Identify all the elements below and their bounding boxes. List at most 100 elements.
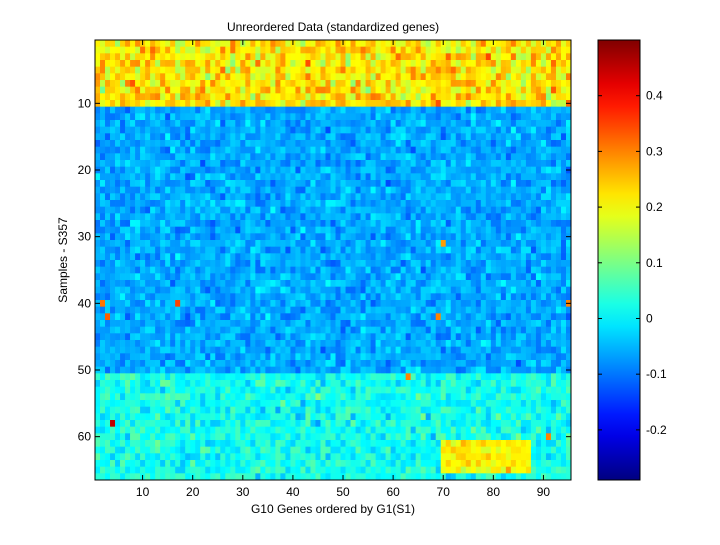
- heatmap-cell: [155, 113, 161, 121]
- heatmap-cell: [345, 146, 351, 154]
- heatmap-cell: [105, 173, 111, 181]
- heatmap-cell: [385, 60, 391, 68]
- heatmap-cell: [310, 353, 316, 361]
- heatmap-cell: [465, 93, 472, 101]
- heatmap-cell: [305, 140, 311, 148]
- heatmap-cell: [400, 280, 406, 288]
- heatmap-cell: [215, 360, 221, 368]
- heatmap-cell: [125, 93, 131, 101]
- heatmap-cell: [565, 260, 572, 268]
- heatmap-cell: [335, 260, 341, 268]
- heatmap-cell: [290, 120, 296, 128]
- heatmap-cell: [345, 166, 351, 174]
- heatmap-cell: [385, 260, 391, 268]
- heatmap-cell: [445, 220, 452, 228]
- heatmap-cell: [250, 333, 256, 341]
- heatmap-cell: [515, 286, 522, 294]
- heatmap-cell: [215, 40, 221, 48]
- heatmap-cell: [365, 120, 371, 128]
- heatmap-cell: [350, 206, 356, 214]
- heatmap-cell: [410, 60, 417, 68]
- heatmap-cell: [225, 166, 231, 174]
- heatmap-cell: [560, 346, 567, 354]
- heatmap-cell: [535, 346, 542, 354]
- heatmap-cell: [110, 53, 116, 61]
- heatmap-cell: [310, 106, 316, 114]
- heatmap-cell: [210, 366, 216, 374]
- heatmap-cell: [120, 180, 126, 188]
- heatmap-cell: [295, 120, 301, 128]
- heatmap-cell: [450, 333, 457, 341]
- heatmap-cell: [385, 373, 391, 381]
- heatmap-cell: [180, 73, 186, 81]
- heatmap-cell: [480, 286, 487, 294]
- heatmap-cell: [430, 300, 437, 308]
- heatmap-cell: [405, 200, 412, 208]
- heatmap-cell: [145, 386, 151, 394]
- heatmap-cell: [525, 366, 532, 374]
- heatmap-cell: [420, 266, 427, 274]
- heatmap-cell: [125, 220, 131, 228]
- heatmap-cell: [440, 180, 447, 188]
- heatmap-cell: [260, 220, 266, 228]
- heatmap-cell: [455, 120, 462, 128]
- heatmap-cell: [280, 206, 286, 214]
- heatmap-cell: [535, 126, 542, 134]
- heatmap-cell: [210, 126, 216, 134]
- heatmap-cell: [320, 313, 326, 321]
- heatmap-cell: [220, 66, 226, 74]
- heatmap-cell: [555, 233, 562, 241]
- heatmap-cell: [300, 166, 306, 174]
- heatmap-cell: [180, 346, 186, 354]
- heatmap-cell: [250, 106, 256, 114]
- heatmap-cell: [535, 326, 542, 334]
- heatmap-cell: [335, 293, 341, 301]
- heatmap-cell: [435, 186, 442, 194]
- heatmap-cell: [260, 166, 266, 174]
- heatmap-cell: [355, 93, 361, 101]
- heatmap-cell: [160, 300, 166, 308]
- heatmap-cell: [365, 93, 371, 101]
- heatmap-cell: [415, 73, 422, 81]
- heatmap-cell: [480, 246, 487, 254]
- heatmap-cell: [250, 126, 256, 134]
- heatmap-cell: [335, 220, 341, 228]
- heatmap-cell: [540, 226, 547, 234]
- heatmap-cell: [255, 186, 261, 194]
- heatmap-cell: [490, 60, 497, 68]
- heatmap-cell: [220, 126, 226, 134]
- heatmap-cell: [430, 46, 437, 54]
- heatmap-cell: [265, 273, 271, 281]
- heatmap-cell: [145, 113, 151, 121]
- heatmap-cell: [485, 253, 492, 261]
- heatmap-cell: [540, 246, 547, 254]
- heatmap-cell: [120, 100, 126, 108]
- heatmap-cell: [295, 53, 301, 61]
- heatmap-cell: [265, 40, 271, 48]
- heatmap-cell: [180, 340, 186, 348]
- heatmap-cell: [405, 346, 412, 354]
- heatmap-cell: [455, 166, 462, 174]
- heatmap-cell: [350, 273, 356, 281]
- heatmap-cell: [480, 200, 487, 208]
- heatmap-cell: [275, 300, 281, 308]
- heatmap-cell: [265, 333, 271, 341]
- heatmap-cell: [270, 293, 276, 301]
- heatmap-cell: [390, 53, 396, 61]
- heatmap-cell: [120, 246, 126, 254]
- heatmap-cell: [145, 66, 151, 74]
- heatmap-cell: [355, 266, 361, 274]
- heatmap-cell: [515, 93, 522, 101]
- heatmap-cell: [530, 233, 537, 241]
- heatmap-cell: [540, 346, 547, 354]
- heatmap-cell: [325, 220, 331, 228]
- heatmap-cell: [485, 93, 492, 101]
- heatmap-cell: [300, 153, 306, 161]
- heatmap-cell: [105, 126, 111, 134]
- heatmap-cell: [335, 353, 341, 361]
- heatmap-cell: [460, 273, 467, 281]
- heatmap-cell: [130, 93, 136, 101]
- heatmap-cell: [120, 353, 126, 361]
- heatmap-cell: [395, 160, 401, 168]
- heatmap-cell: [200, 93, 206, 101]
